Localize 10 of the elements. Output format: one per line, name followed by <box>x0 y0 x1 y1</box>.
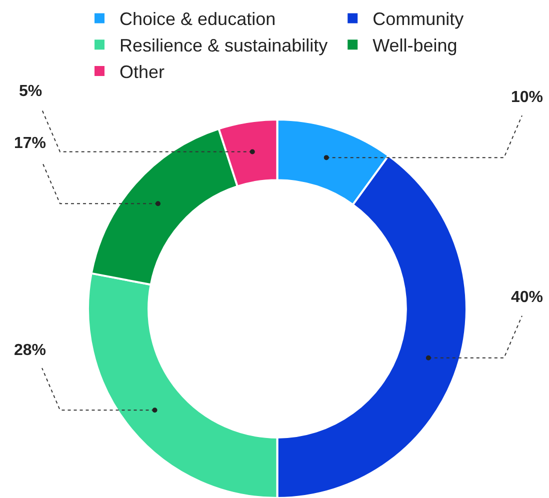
data-label: 5% <box>19 83 42 100</box>
data-label: 10% <box>511 89 544 106</box>
legend-label: Other <box>120 62 165 82</box>
legend-label: Resilience & sustainability <box>120 36 328 56</box>
data-label: 40% <box>511 289 544 306</box>
legend-label: Well-being <box>372 36 458 56</box>
legend-label: Choice & education <box>120 9 276 30</box>
data-label: 17% <box>14 135 46 152</box>
legend-label: Community <box>372 9 464 30</box>
data-label: 28% <box>14 342 46 359</box>
